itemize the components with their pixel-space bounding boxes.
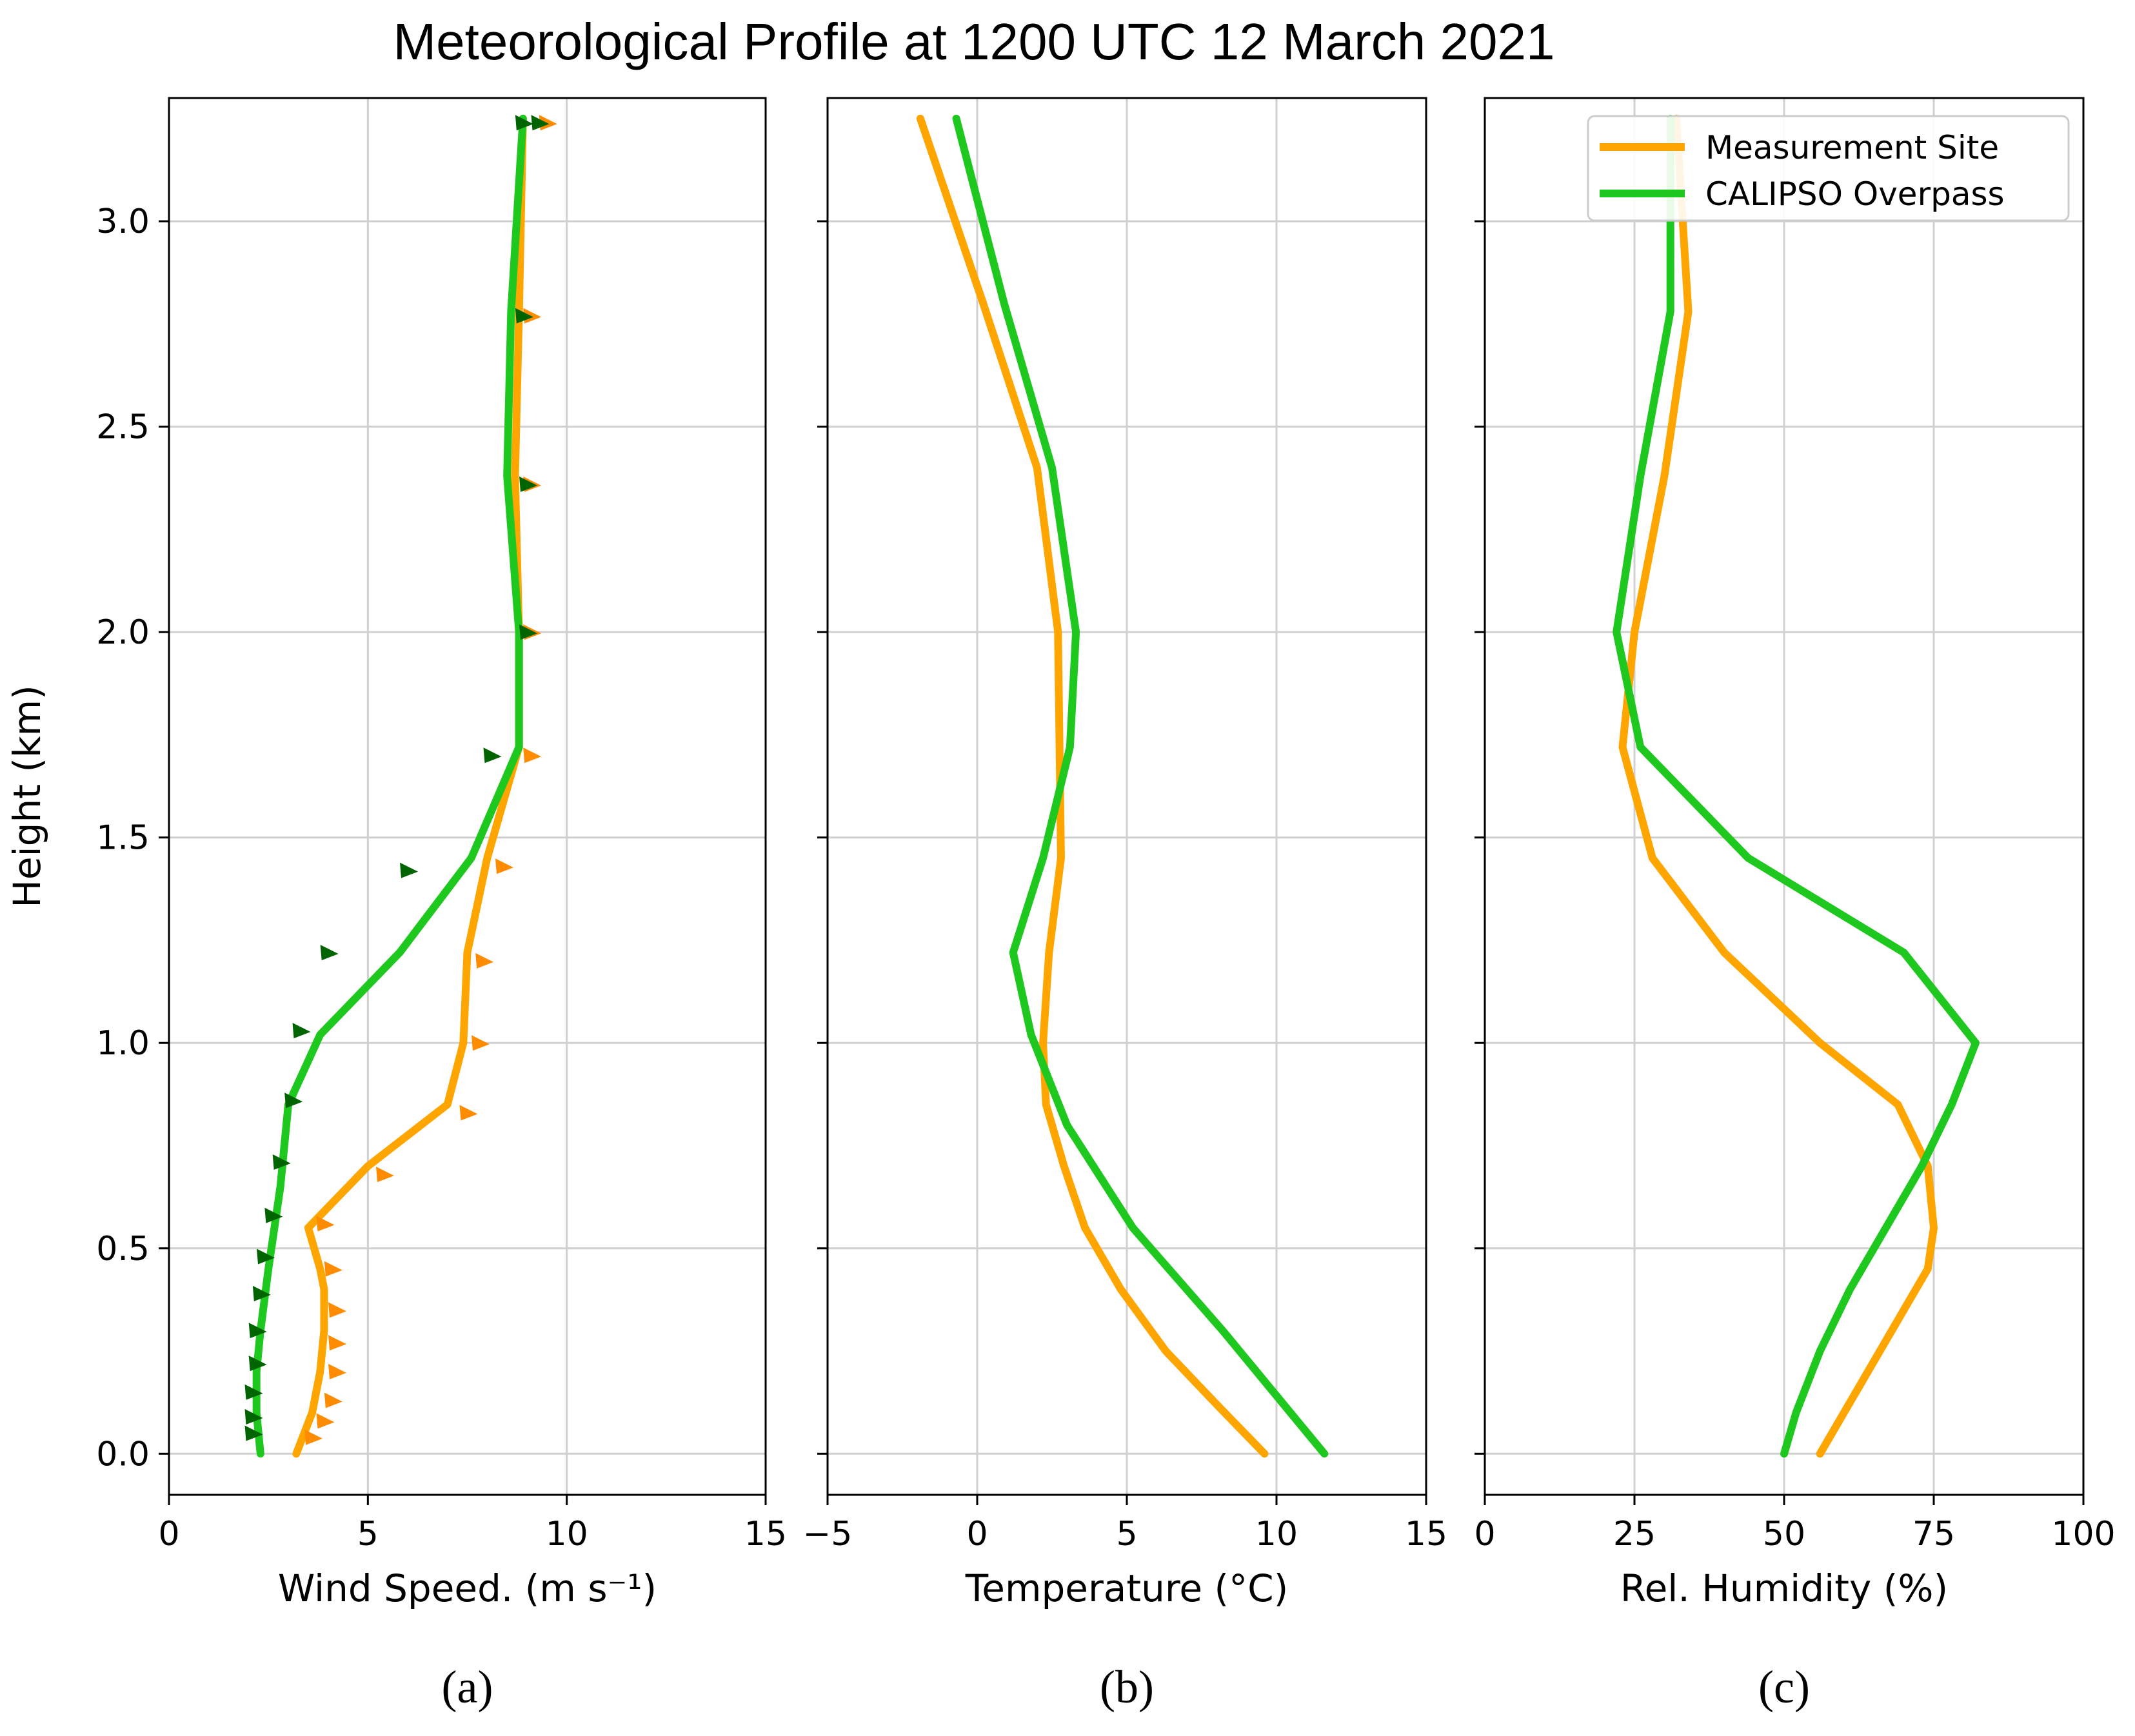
wind-barb-calipso-11 — [320, 945, 339, 961]
wind-barb-measurement-16 — [523, 308, 542, 324]
wind-barb-measurement-4 — [328, 1335, 346, 1351]
wind-barb-measurement-17 — [539, 115, 557, 131]
wind-barb-calipso-17 — [515, 115, 533, 131]
panel-caption-c: (c) — [1758, 1661, 1810, 1713]
wind-barb-calipso-12 — [400, 862, 418, 878]
wind-barb-calipso-7 — [264, 1207, 283, 1223]
x-tick-label-3: 75 — [1912, 1515, 1955, 1554]
panels-group: 0 5 10 15 0.0 0.5 1.0 1.5 2.0 2.5 3.0 Wind Speed. (… — [5, 97, 2116, 1713]
y-tick-label-5: 2.5 — [96, 408, 150, 447]
wind-barb-measurement-9 — [459, 1105, 478, 1121]
wind-barb-calipso-0 — [244, 1425, 263, 1441]
wind-barb-calipso-16 — [515, 308, 533, 324]
wind-barb-calipso-3 — [248, 1356, 267, 1372]
wind-barb-calipso-6 — [257, 1248, 275, 1265]
panel-caption-a: (a) — [442, 1661, 493, 1713]
wind-barb-calipso-4 — [248, 1323, 267, 1339]
series-line-c-calipso — [1613, 114, 1980, 1458]
x-tick-label-0: 0 — [1474, 1515, 1495, 1554]
panel-b: −5 0 5 10 15 Temperature (°C) (b) — [803, 97, 1447, 1713]
panel-a: 0 5 10 15 0.0 0.5 1.0 1.5 2.0 2.5 3.0 Wind Speed. (… — [5, 97, 787, 1713]
wind-barb-measurement-3 — [328, 1363, 346, 1379]
wind-barb-measurement-10 — [472, 1035, 490, 1051]
wind-barb-measurement-11 — [475, 952, 494, 969]
wind-barb-measurement-12 — [495, 858, 513, 874]
y-tick-label-6: 3.0 — [96, 202, 150, 241]
y-tick-label-1: 0.5 — [96, 1230, 150, 1268]
y-tick-label-0: 0.0 — [96, 1435, 150, 1474]
wind-barb-calipso-2 — [244, 1384, 263, 1400]
legend: Measurement Site CALIPSO Overpass — [1587, 115, 2070, 222]
x-tick-label-2: 5 — [1116, 1515, 1137, 1554]
legend-label-1: CALIPSO Overpass — [1705, 175, 2005, 213]
wind-barb-calipso-15 — [519, 476, 537, 492]
wind-barb-calipso-1 — [244, 1408, 263, 1425]
y-tick-label-3: 1.5 — [96, 819, 150, 858]
x-tick-label-0: 0 — [158, 1515, 179, 1554]
wind-barb-measurement-7 — [316, 1216, 335, 1232]
wind-barb-measurement-5 — [328, 1302, 346, 1318]
figure-title: Meteorological Profile at 1200 UTC 12 Ma… — [393, 13, 1555, 70]
series-line-a-calipso — [252, 114, 527, 1458]
x-tick-label-2: 50 — [1763, 1515, 1805, 1554]
x-tick-label-2: 10 — [546, 1515, 588, 1554]
panel-c: 0 25 50 75 100 Rel. Humidity (%) (c) Measuremen… — [1474, 97, 2116, 1713]
wind-barb-measurement-13 — [523, 747, 542, 764]
panel-caption-b: (b) — [1100, 1661, 1154, 1713]
x-tick-label-4: 100 — [2051, 1515, 2115, 1554]
x-tick-label-4: 15 — [1405, 1515, 1447, 1554]
wind-barb-calipso-5 — [252, 1285, 271, 1301]
y-tick-label-2: 1.0 — [96, 1024, 150, 1063]
wind-barb-calipso-8 — [272, 1154, 291, 1170]
y-tick-label-4: 2.0 — [96, 613, 150, 652]
wind-barb-calipso-14 — [519, 624, 537, 640]
wind-barb-measurement-8 — [376, 1167, 394, 1183]
x-tick-label-3: 15 — [744, 1515, 787, 1554]
x-tick-label-1: 25 — [1613, 1515, 1656, 1554]
plot-frame-a — [168, 97, 767, 1496]
wind-barb-measurement-0 — [304, 1429, 323, 1445]
y-axis-label: Height (km) — [5, 685, 49, 908]
wind-barb-calipso-13 — [483, 747, 502, 764]
x-tick-label-1: 0 — [966, 1515, 988, 1554]
x-axis-label-c: Rel. Humidity (%) — [1620, 1566, 1948, 1610]
wind-barb-calipso-9 — [284, 1092, 303, 1109]
x-axis-label-b: Temperature (°C) — [965, 1566, 1289, 1610]
wind-barb-measurement-6 — [324, 1261, 343, 1277]
x-axis-label-a: Wind Speed. (m s⁻¹) — [278, 1566, 657, 1610]
wind-barb-calipso-10 — [292, 1023, 311, 1039]
wind-barb-measurement-1 — [316, 1413, 335, 1429]
x-tick-label-3: 10 — [1255, 1515, 1298, 1554]
wind-barb-measurement-2 — [324, 1392, 343, 1408]
x-tick-label-0: −5 — [803, 1515, 853, 1554]
legend-label-0: Measurement Site — [1705, 129, 1999, 166]
x-tick-label-1: 5 — [357, 1515, 379, 1554]
series-line-c-measurement — [1618, 114, 1938, 1458]
wind-barb-calipso-18 — [531, 115, 550, 131]
legend-box — [1587, 115, 2070, 222]
series-line-b-calipso — [952, 114, 1329, 1458]
